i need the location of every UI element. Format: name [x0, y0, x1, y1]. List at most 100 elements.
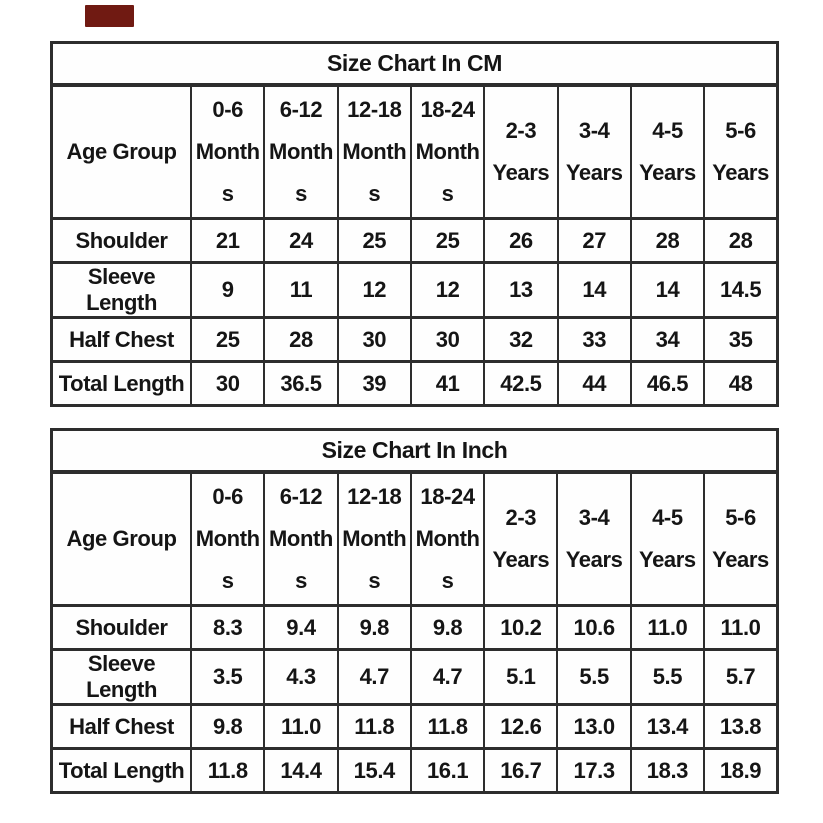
value-cell: 3.5	[190, 648, 266, 706]
value-cell: 14.5	[703, 261, 779, 319]
column-header-line: 3-4	[578, 505, 610, 530]
column-header-line: 2-3	[505, 505, 537, 530]
value-cell: 8.3	[190, 604, 266, 651]
column-header-line: Month	[269, 139, 333, 164]
column-header-line: 0-6	[212, 97, 244, 122]
value-cell: 12	[409, 261, 486, 319]
column-header-cell: 2-3 Years	[483, 83, 559, 220]
value-cell: 9.8	[336, 604, 412, 651]
table-title: Size Chart In Inch	[50, 428, 779, 474]
value-cell: 5.5	[556, 648, 632, 706]
value-cell: 39	[336, 360, 412, 407]
column-header-line: s	[368, 181, 381, 206]
column-header-cell: 18-24 Month s	[409, 470, 486, 607]
value-cell: 11.8	[409, 703, 486, 750]
column-header-line: 4-5	[652, 505, 683, 530]
row-label-cell: Total Length	[50, 360, 193, 407]
value-cell: 11.0	[629, 604, 706, 651]
value-cell: 26	[483, 217, 559, 264]
table-row: Total Length 11.8 14.4 15.4 16.1 16.7 17.3 18.3…	[50, 747, 779, 794]
value-cell: 28	[703, 217, 779, 264]
column-header-line: Month	[342, 526, 407, 551]
column-header-line: Month	[195, 526, 260, 551]
value-cell: 15.4	[336, 747, 412, 794]
value-cell: 30	[190, 360, 266, 407]
column-header-line: 5-6	[725, 505, 756, 530]
value-cell: 24	[263, 217, 339, 264]
row-label-cell: Sleeve Length	[50, 648, 193, 706]
column-header-line: 6-12	[279, 484, 323, 509]
column-header-cell: 4-5 Years	[629, 470, 706, 607]
row-label-cell: Shoulder	[50, 604, 193, 651]
value-cell: 16.7	[483, 747, 559, 794]
size-chart-cm-table: Size Chart In CM Age Group 0-6 Month s 6-12 Mo…	[50, 41, 779, 407]
column-header-line: Years	[565, 547, 623, 572]
value-cell: 48	[703, 360, 779, 407]
column-header-line: Month	[269, 526, 333, 551]
column-header-line: s	[441, 181, 454, 206]
value-cell: 10.2	[483, 604, 559, 651]
table-row: Total Length 30 36.5 39 41 42.5 44 46.5 48	[50, 360, 779, 407]
value-cell: 9.8	[190, 703, 266, 750]
column-header-cell: 6-12 Month s	[263, 470, 339, 607]
column-header-line: 18-24	[420, 484, 475, 509]
column-header-line: Years	[712, 160, 769, 185]
age-group-header-cell: Age Group	[50, 83, 193, 220]
column-header-line: 12-18	[347, 97, 402, 122]
value-cell: 28	[263, 316, 339, 363]
column-header-line: 18-24	[420, 97, 475, 122]
value-cell: 30	[409, 316, 486, 363]
value-cell: 18.3	[629, 747, 706, 794]
value-cell: 13.0	[556, 703, 632, 750]
column-header-cell: 18-24 Month s	[409, 83, 486, 220]
value-cell: 17.3	[556, 747, 632, 794]
value-cell: 41	[409, 360, 486, 407]
value-cell: 13	[483, 261, 559, 319]
value-cell: 34	[629, 316, 706, 363]
table-row: Shoulder 21 24 25 25 26 27 28 28	[50, 217, 779, 264]
column-header-line: Years	[639, 160, 696, 185]
column-header-cell: 0-6 Month s	[190, 470, 266, 607]
column-header-line: 2-3	[505, 118, 537, 143]
value-cell: 5.1	[483, 648, 559, 706]
table-row: Half Chest 25 28 30 30 32 33 34 35	[50, 316, 779, 363]
row-label-cell: Shoulder	[50, 217, 193, 264]
value-cell: 13.8	[703, 703, 779, 750]
value-cell: 36.5	[263, 360, 339, 407]
column-header-line: Month	[195, 139, 260, 164]
column-header-line: s	[441, 568, 454, 593]
value-cell: 12.6	[483, 703, 559, 750]
row-label-cell: Sleeve Length	[50, 261, 193, 319]
value-cell: 25	[190, 316, 266, 363]
column-header-cell: 12-18 Month s	[336, 470, 412, 607]
column-header-cell: 3-4 Years	[556, 470, 632, 607]
value-cell: 14	[629, 261, 706, 319]
column-header-line: Years	[565, 160, 623, 185]
column-header-cell: 5-6 Years	[703, 83, 779, 220]
column-header-line: 12-18	[347, 484, 402, 509]
value-cell: 4.7	[409, 648, 486, 706]
column-header-line: s	[368, 568, 381, 593]
column-header-cell: 12-18 Month s	[336, 83, 412, 220]
value-cell: 21	[190, 217, 266, 264]
value-cell: 10.6	[556, 604, 632, 651]
row-label-cell: Half Chest	[50, 316, 193, 363]
value-cell: 11.8	[336, 703, 412, 750]
value-cell: 11.0	[703, 604, 779, 651]
column-header-cell: 3-4 Years	[556, 83, 632, 220]
value-cell: 16.1	[409, 747, 486, 794]
value-cell: 9.8	[409, 604, 486, 651]
row-label-cell: Half Chest	[50, 703, 193, 750]
value-cell: 12	[336, 261, 412, 319]
brand-watermark-badge	[85, 5, 134, 27]
column-header-line: 0-6	[212, 484, 243, 509]
value-cell: 28	[629, 217, 706, 264]
value-cell: 11	[263, 261, 339, 319]
value-cell: 30	[336, 316, 412, 363]
age-group-header-cell: Age Group	[50, 470, 193, 607]
value-cell: 25	[409, 217, 486, 264]
column-header-line: s	[295, 181, 307, 206]
value-cell: 27	[556, 217, 632, 264]
column-header-line: s	[221, 181, 234, 206]
